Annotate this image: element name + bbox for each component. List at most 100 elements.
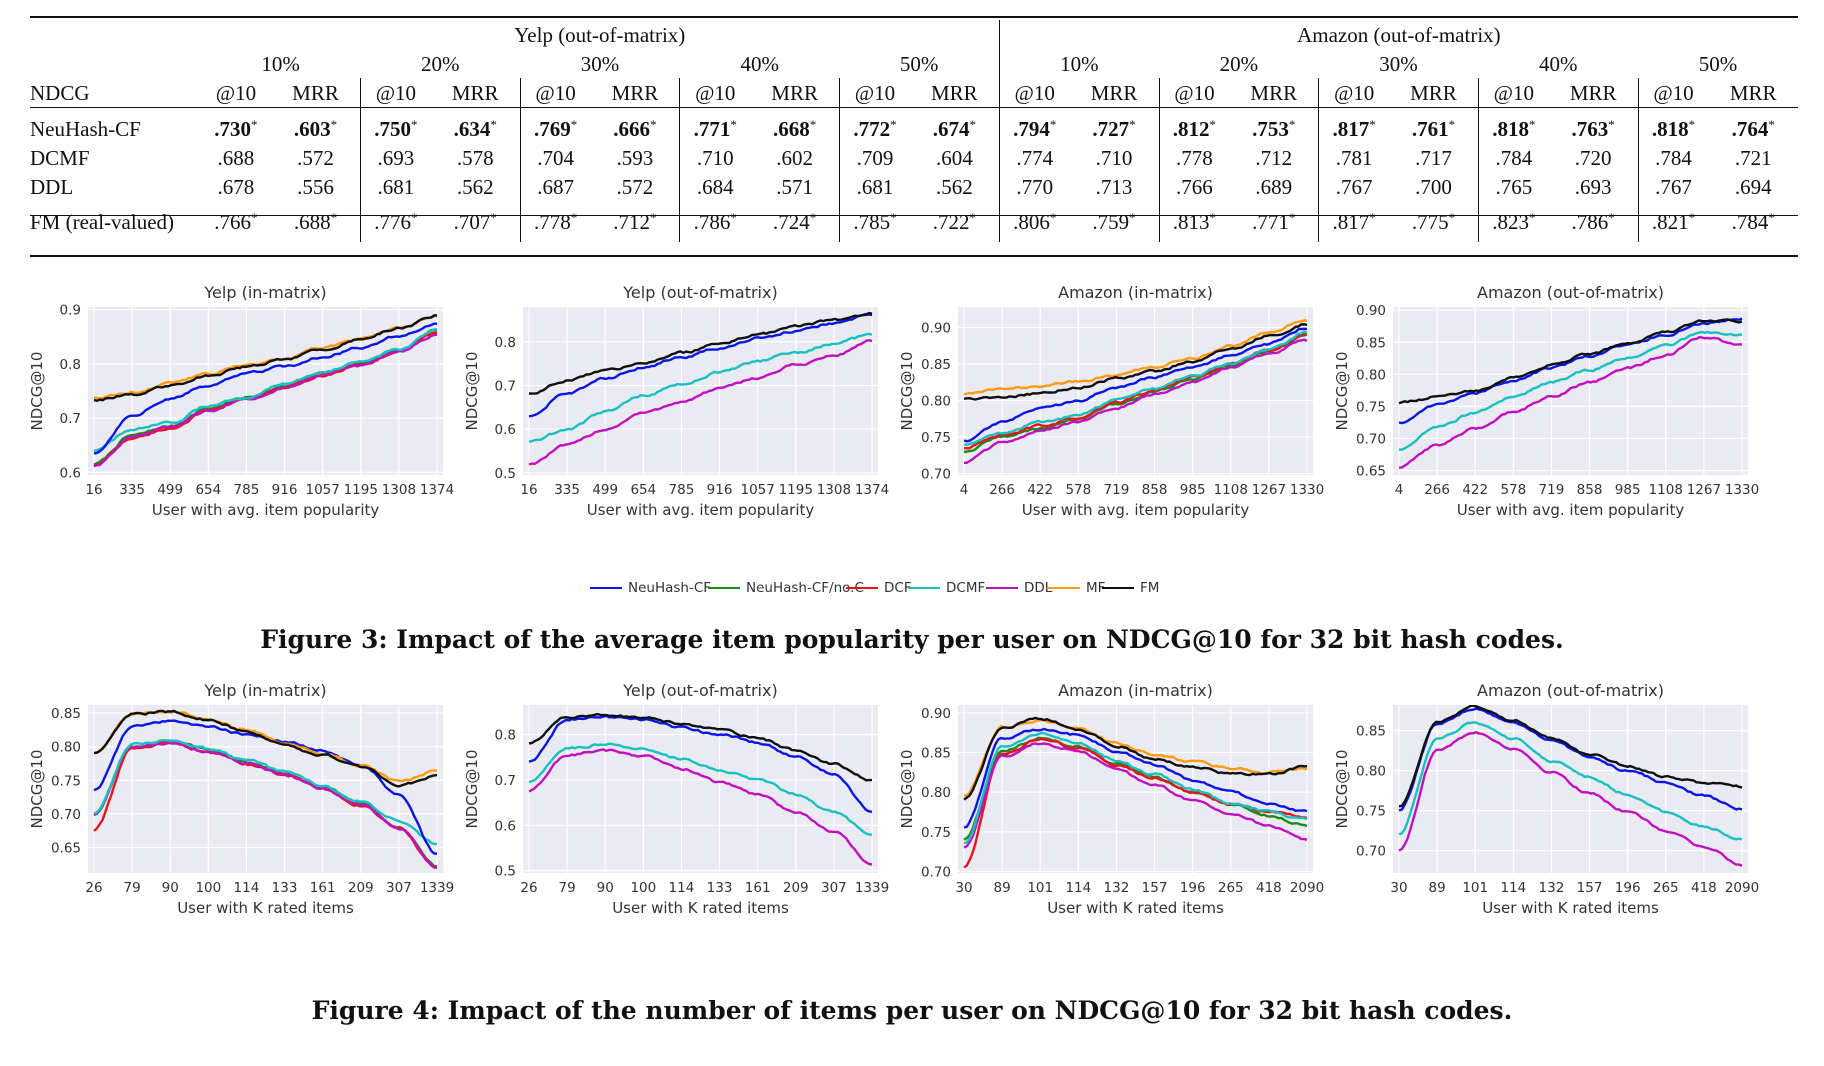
chart-svg: 0.70 0.75 0.80 0.85 30 89 101 114 132 157 196 265 41… [1333, 681, 1759, 917]
y-tick-label: 0.8 [495, 728, 516, 744]
x-tick-label: 114 [1065, 880, 1091, 896]
legend-swatch [986, 587, 1018, 589]
cell-value: .781 [1335, 146, 1373, 170]
plot-area [958, 705, 1313, 873]
table-cell: .784 [1637, 144, 1709, 173]
cell-value: .713 [1095, 175, 1133, 199]
x-tick-label: 858 [1577, 482, 1603, 498]
fig4-chart-yelp-in-matrix: 0.65 0.70 0.75 0.80 0.85 26 79 90 100 114 133 161 20… [28, 675, 455, 950]
table-row: DCMF .688 .572 .693 .578 .704 .593 .710 .602 .709… [30, 144, 1798, 173]
series-group [963, 716, 1308, 869]
y-tick-label: 0.6 [495, 818, 516, 834]
chart-title: Yelp (out-of-matrix) [622, 681, 777, 700]
x-tick-label: 499 [157, 482, 183, 498]
fig4-chart-amazon-out-of-matrix: 0.70 0.75 0.80 0.85 30 89 101 114 132 157 196 265 41… [1333, 675, 1760, 950]
cell-value: .823 [1492, 209, 1529, 234]
y-tick-label: 0.75 [51, 773, 81, 789]
fig3-chart-yelp-in-matrix: 0.6 0.7 0.8 0.9 16 335 499 654 785 916 1057 1195 130… [28, 277, 455, 552]
series-group [1398, 705, 1743, 867]
y-tick-label: 0.6 [495, 422, 516, 438]
table-cell: .712 [1229, 144, 1318, 173]
y-tick-label: 0.70 [1356, 431, 1386, 447]
cell-value: .562 [456, 175, 494, 199]
series-line-dcmf [93, 328, 438, 452]
significance-mark: * [650, 209, 657, 225]
x-tick-label: 307 [821, 880, 847, 896]
table-cell: .818* [1477, 108, 1549, 144]
table-cell: .687 [519, 173, 591, 202]
x-tick-label: 1267 [1252, 482, 1286, 498]
cell-value: .784 [1655, 146, 1692, 170]
cell-value: .604 [935, 146, 973, 170]
x-tick-label: 30 [1390, 880, 1407, 896]
cell-value: .694 [1734, 175, 1772, 199]
x-tick-label: 2090 [1725, 880, 1759, 896]
x-tick-label: 916 [272, 482, 298, 498]
significance-mark: * [490, 209, 497, 225]
x-tick-label: 1339 [855, 880, 889, 896]
y-axis-label: NDCG@10 [28, 750, 46, 829]
cell-value: .689 [1255, 175, 1293, 199]
series-line-dcmf [963, 330, 1308, 447]
cell-value: .709 [856, 146, 894, 170]
cell-value: .666 [613, 116, 651, 141]
legend-swatch [708, 587, 740, 589]
table-bottom-rule [30, 255, 1798, 257]
group-header: Amazon (out-of-matrix) [998, 20, 1798, 50]
y-tick-label: 0.80 [921, 785, 951, 801]
series-line-dcmf [963, 731, 1308, 845]
x-tick-label: 265 [1218, 880, 1244, 896]
table-row: FM (real-valued) .766* .688* .776* .707* .778… [30, 202, 1798, 242]
x-tick-label: 785 [669, 482, 695, 498]
table-cell: .817* [1318, 202, 1390, 242]
plot-area [523, 307, 878, 475]
table-cell: .688* [271, 202, 360, 242]
cell-value: .817 [1332, 116, 1370, 141]
percentage-header: 10% [261, 51, 300, 76]
table-cell: .572 [590, 173, 679, 202]
series-group [93, 709, 438, 869]
x-tick-label: 26 [520, 880, 537, 896]
table-cell: .604 [910, 144, 999, 173]
legend-item: FM [1102, 578, 1159, 598]
x-tick-label: 26 [85, 880, 102, 896]
percentage-header: 20% [1219, 51, 1259, 76]
cell-value: .562 [935, 175, 973, 199]
series-line-fm [528, 311, 873, 395]
series-line-neuhash-cf [1398, 317, 1743, 425]
significance-mark: * [730, 116, 737, 132]
table-cell: .693 [1549, 173, 1638, 202]
legend-swatch [1048, 587, 1080, 589]
cell-value: .767 [1655, 175, 1692, 199]
table-cell: .759* [1070, 202, 1159, 242]
y-tick-label: 0.80 [51, 740, 81, 756]
cell-value: .710 [696, 146, 734, 170]
x-tick-label: 335 [554, 482, 580, 498]
cell-value: .761 [1411, 116, 1449, 141]
table-cell: .727* [1070, 108, 1159, 144]
table-cell: .766* [201, 202, 271, 242]
series-line-mf [963, 319, 1307, 396]
cell-value: .572 [297, 146, 334, 170]
table-cell: .776* [359, 202, 431, 242]
table-row: NeuHash-CF .730* .603* .750* .634* .769* .666*… [30, 108, 1798, 144]
chart-legend: NeuHash-CF NeuHash-CF/no.C DCF DCMF DDL MF FM [590, 578, 1290, 598]
method-name: DCMF [30, 146, 90, 170]
cell-value: .767 [1335, 175, 1373, 199]
cell-value: .786 [1571, 209, 1609, 234]
chart-title: Amazon (out-of-matrix) [1477, 681, 1664, 700]
series-line-ddl [964, 338, 1308, 465]
table-cell: .771* [679, 108, 751, 144]
table-cell: .602 [750, 144, 839, 173]
cell-value: .704 [537, 146, 574, 170]
fig3-chart-amazon-out-of-matrix: 0.65 0.70 0.75 0.80 0.85 0.90 4 266 422 578 719 858… [1333, 277, 1760, 552]
cell-value: .688 [293, 209, 331, 234]
cell-value: .776 [374, 209, 411, 234]
chart-title: Amazon (in-matrix) [1058, 283, 1213, 302]
significance-mark: * [330, 116, 338, 132]
table-cell: .763* [1549, 108, 1638, 144]
x-tick-label: 100 [195, 880, 221, 896]
table-cell: .767 [1318, 173, 1390, 202]
significance-mark: * [1688, 116, 1696, 132]
chart-svg: 0.65 0.70 0.75 0.80 0.85 26 79 90 100 114 133 161 20… [28, 681, 454, 917]
